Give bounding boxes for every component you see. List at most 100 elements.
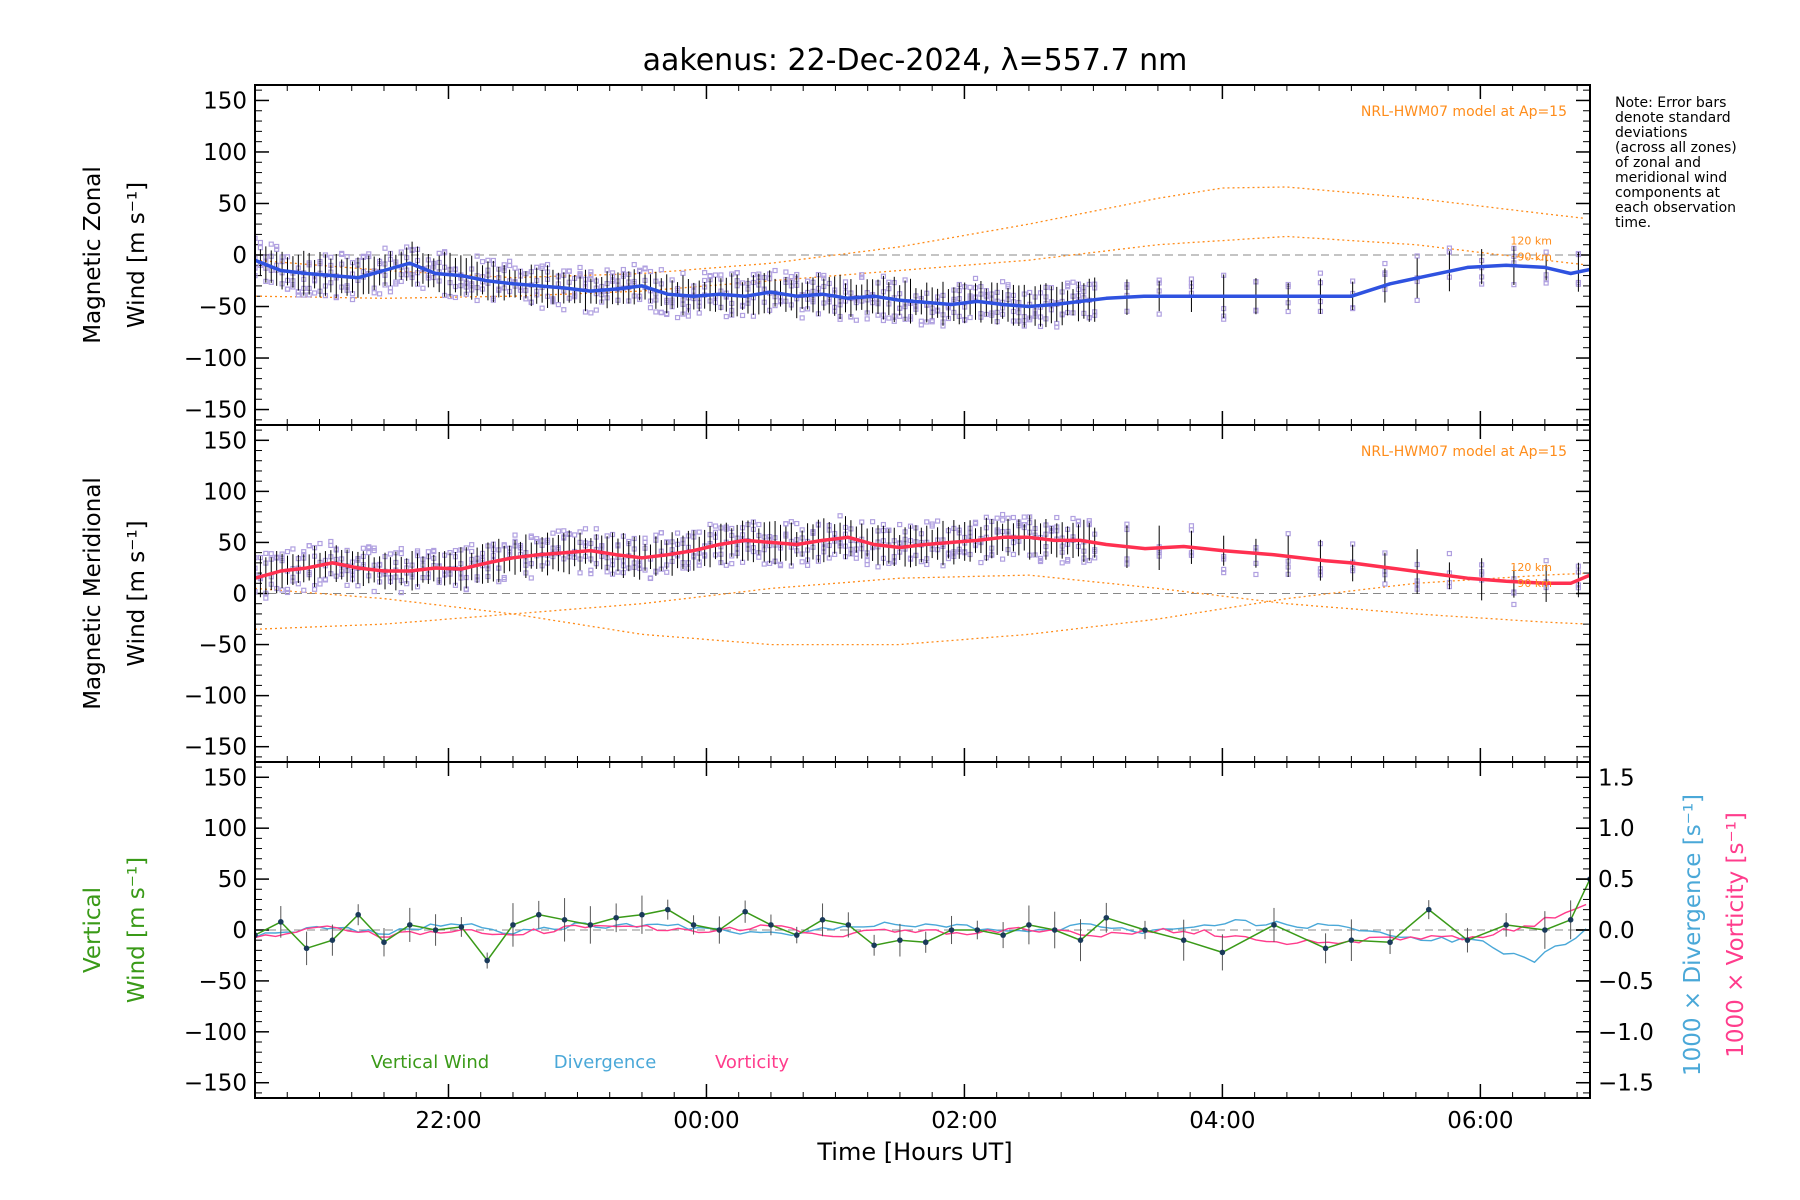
zone-point — [864, 316, 870, 322]
zone-point — [1070, 279, 1076, 285]
vertical-wind-point — [1077, 937, 1084, 943]
zone-point — [1065, 282, 1071, 289]
zone-point — [274, 243, 280, 250]
zone-point — [972, 275, 979, 282]
zone-point — [642, 539, 648, 545]
vertical-wind-point — [871, 942, 877, 949]
zone-point — [474, 297, 480, 304]
zone-point — [647, 575, 654, 581]
vertical-wind-panel: 150 100 50 0 −50 −100 −150 1.5 1.0 0.5 0.0 −0.5 −1.0… — [80, 761, 1749, 1134]
zone-point — [999, 517, 1006, 523]
zone-point — [561, 528, 567, 534]
zone-point — [972, 519, 979, 525]
zone-point — [1285, 308, 1291, 315]
vertical-wind-point — [355, 911, 361, 918]
y-tick-label: −50 — [198, 969, 247, 995]
zone-point — [1010, 514, 1017, 521]
vertical-wind-point — [1464, 937, 1471, 943]
zone-point — [772, 267, 778, 274]
zone-point — [377, 291, 383, 297]
model-height-label: 120 km — [1510, 235, 1552, 248]
zone-point — [794, 520, 800, 527]
note-line: denote standard — [1615, 110, 1731, 126]
zone-point — [1414, 253, 1420, 259]
zone-point — [734, 270, 740, 276]
x-axis-label: Time [Hours UT] — [816, 1138, 1012, 1166]
zone-point — [398, 546, 404, 552]
zone-point — [929, 319, 935, 325]
zone-point — [301, 549, 307, 555]
zone-point — [328, 538, 334, 545]
zone-point — [534, 536, 540, 542]
zone-point — [339, 251, 345, 257]
zone-point — [382, 245, 388, 251]
zone-point — [528, 575, 534, 581]
zone-point — [420, 285, 426, 291]
zone-point — [804, 562, 811, 568]
zone-point — [642, 266, 648, 272]
note-line: components at — [1615, 185, 1721, 201]
zone-point — [967, 284, 973, 290]
zone-point — [1382, 260, 1388, 267]
zone-point — [284, 586, 291, 593]
plot-area — [255, 511, 1590, 646]
figure-title: aakenus: 22-Dec-2024, λ=557.7 nm — [643, 43, 1188, 78]
zone-point — [1054, 514, 1060, 521]
zone-point — [588, 571, 594, 577]
zone-point — [355, 583, 361, 589]
y-tick-label: 50 — [218, 530, 247, 556]
vertical-wind-point — [1503, 922, 1509, 928]
zone-point — [631, 261, 637, 268]
zone-point — [783, 521, 789, 527]
zone-point — [284, 286, 291, 292]
vertical-wind-point — [819, 917, 826, 923]
y-axis-label: Wind [m s⁻¹] — [124, 857, 150, 1003]
zone-point — [322, 576, 329, 582]
vertical-wind-point — [1180, 937, 1187, 943]
zone-point — [1285, 531, 1291, 537]
zone-point — [284, 549, 291, 555]
zone-point — [593, 526, 599, 532]
zone-point — [1070, 515, 1076, 522]
vertical-wind-point — [1000, 932, 1006, 938]
vertical-wind-point — [587, 922, 594, 928]
zone-point — [924, 519, 930, 525]
zone-point — [398, 589, 404, 596]
zone-point — [642, 535, 648, 541]
zone-point — [1382, 581, 1388, 587]
zone-point — [1065, 557, 1071, 563]
legend-vertical-wind: Vertical Wind — [371, 1052, 489, 1073]
vertical-wind-point — [948, 927, 955, 933]
vertical-wind-point — [664, 906, 671, 913]
zone-point — [512, 532, 518, 538]
vertical-wind-point — [510, 922, 516, 928]
zone-point — [593, 307, 599, 313]
zone-point — [257, 245, 264, 251]
zone-point — [653, 309, 659, 315]
zone-point — [1317, 270, 1324, 276]
vertical-wind-point — [484, 957, 490, 964]
error-bar-note: Note: Error bars denote standard deviation… — [1615, 95, 1737, 231]
zone-point — [859, 519, 865, 525]
model-curve-model_2 — [255, 572, 1584, 646]
zone-point — [696, 562, 702, 568]
vertical-wind-point — [974, 927, 981, 933]
zone-point — [588, 269, 594, 275]
zone-point — [739, 312, 746, 319]
zone-point — [1221, 566, 1227, 572]
zone-point — [783, 269, 789, 275]
zone-point — [658, 309, 664, 315]
zone-point — [371, 588, 377, 595]
zone-point — [414, 548, 421, 554]
zone-point — [263, 550, 269, 557]
y-axis-label: Vertical — [80, 887, 106, 973]
zone-point — [761, 561, 767, 567]
zone-point — [588, 310, 594, 316]
vertical-wind-point — [716, 927, 723, 933]
y2-tick-label: 0.5 — [1598, 867, 1635, 893]
vertical-wind-point — [613, 914, 619, 921]
zone-point — [658, 267, 664, 273]
vertical-wind-point — [277, 919, 284, 925]
zone-point — [555, 301, 561, 308]
zone-point — [702, 270, 708, 276]
